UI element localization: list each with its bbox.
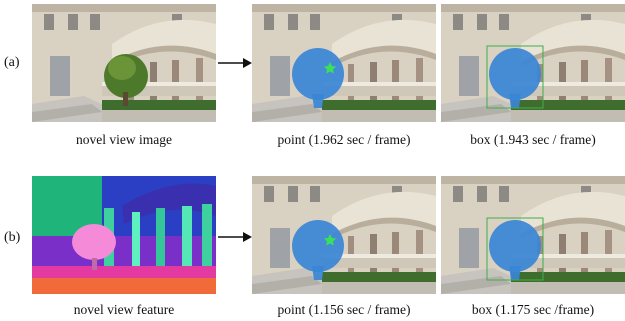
segmentation-mask-icon [292,48,344,108]
box-result-panel-a [441,4,625,122]
tree-icon [104,54,148,106]
arrow-icon-a [218,58,252,68]
arrow-icon-b [218,232,252,242]
point-marker-icon [324,234,336,246]
highlighted-tree-icon [72,224,116,260]
caption-box-b: box (1.175 sec /frame) [471,302,595,317]
caption-point-b: point (1.156 sec / frame) [277,302,411,317]
point-result-panel-a [252,4,436,122]
row-label-b: (b) [4,230,21,245]
bounding-box-icon [486,217,544,281]
segmentation-mask-icon [489,48,541,108]
point-marker-icon [324,62,336,74]
caption-novel-view-image: novel view image [76,132,172,147]
caption-novel-view-feature: novel view feature [73,302,175,317]
bounding-box-icon [486,45,544,109]
row-label-a: (a) [4,55,20,70]
novel-view-image-panel [32,4,216,122]
segmentation-mask-icon [489,220,541,280]
box-result-panel-b [441,176,625,294]
caption-box-a: box (1.943 sec / frame) [470,132,596,147]
novel-view-feature-panel [32,176,216,294]
point-result-panel-b [252,176,436,294]
caption-point-a: point (1.962 sec / frame) [277,132,411,147]
segmentation-mask-icon [292,220,344,280]
